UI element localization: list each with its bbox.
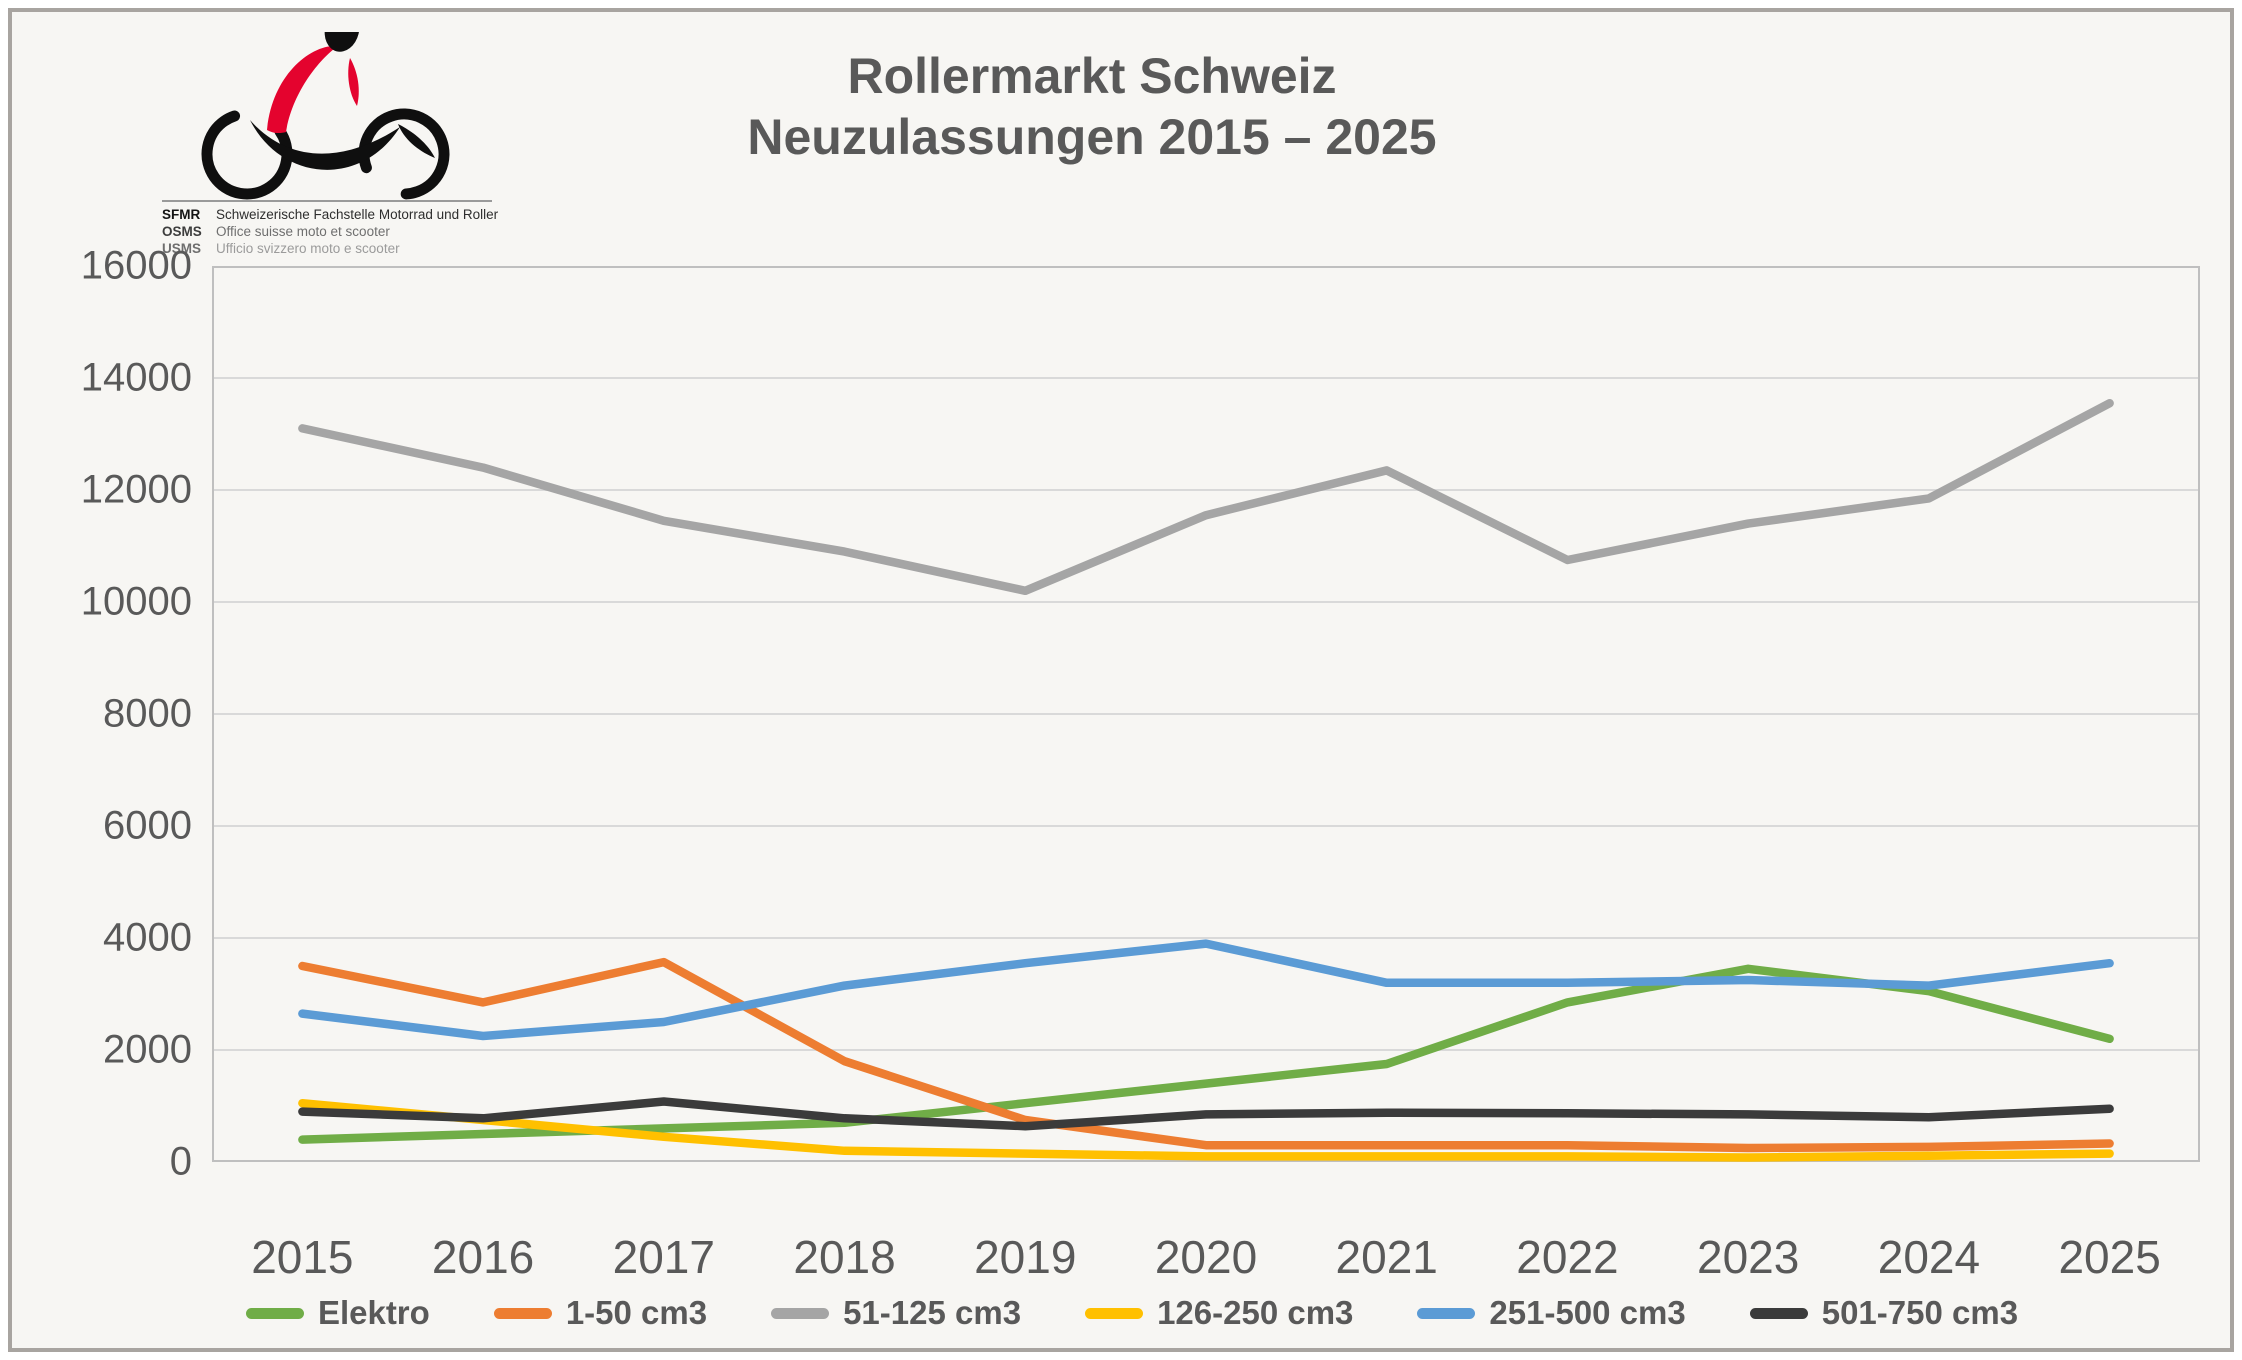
y-axis-tick-label: 6000 — [103, 803, 192, 848]
legend-label: 51-125 cm3 — [843, 1294, 1022, 1331]
legend-label: 501-750 cm3 — [1821, 1294, 2019, 1331]
chart-legend: Elektro 1-50 cm3 51-125 cm3 126-250 cm3 251-… — [52, 1294, 2212, 1332]
chart-title-line1: Rollermarkt Schweiz — [847, 48, 1337, 104]
line-chart — [212, 265, 2200, 1162]
x-axis-labels: 2015 2016 2017 2018 2019 2020 2021 2022 2023 2024… — [212, 1230, 2200, 1290]
logo-desc: Ufficio svizzero moto e scooter — [216, 241, 400, 256]
x-axis-tick-label: 2018 — [793, 1231, 896, 1283]
y-axis-tick-label: 16000 — [80, 243, 192, 288]
logo-abbr: SFMR — [162, 207, 201, 222]
y-axis-tick-label: 4000 — [103, 915, 192, 960]
legend-item: Elektro — [245, 1294, 430, 1332]
legend-label: 126-250 cm3 — [1157, 1294, 1354, 1331]
logo-desc: Schweizerische Fachstelle Motorrad und R… — [216, 207, 499, 222]
legend-label: Elektro — [317, 1294, 430, 1331]
x-axis-tick-label: 2015 — [251, 1231, 354, 1283]
logo-abbr: USMS — [162, 241, 202, 256]
y-axis-tick-label: 10000 — [80, 579, 192, 624]
x-axis-tick-label: 2017 — [612, 1231, 715, 1283]
legend-swatch-icon — [245, 1307, 304, 1319]
logo-text-block: SFMR Schweizerische Fachstelle Motorrad u… — [162, 206, 532, 257]
y-axis-tick-label: 0 — [169, 1139, 192, 1184]
x-axis-tick-label: 2024 — [1877, 1231, 1981, 1283]
legend-swatch-icon — [1749, 1307, 1808, 1319]
x-axis-tick-label: 2025 — [2058, 1231, 2161, 1283]
legend-swatch-icon — [493, 1307, 552, 1319]
legend-item: 501-750 cm3 — [1749, 1294, 2019, 1332]
legend-swatch-icon — [771, 1307, 830, 1319]
legend-item: 51-125 cm3 — [771, 1294, 1021, 1332]
x-axis-tick-label: 2019 — [974, 1231, 1077, 1283]
logo-text-row: USMS Ufficio svizzero moto e scooter — [162, 240, 532, 257]
chart-title-line2: Neuzulassungen 2015 – 2025 — [747, 109, 1437, 165]
logo-abbr: OSMS — [162, 224, 202, 239]
legend-item: 1-50 cm3 — [493, 1294, 708, 1332]
legend-label: 251-500 cm3 — [1489, 1294, 1686, 1331]
legend-item: 126-250 cm3 — [1085, 1294, 1353, 1332]
legend-swatch-icon — [1417, 1307, 1476, 1319]
legend-swatch-icon — [1085, 1307, 1144, 1319]
series-line-126-250-cm3 — [298, 1098, 2114, 1162]
outer-frame: SFMR Schweizerische Fachstelle Motorrad u… — [8, 8, 2234, 1352]
chart-title: Rollermarkt Schweiz Neuzulassungen 2015 … — [12, 46, 2172, 168]
y-axis-tick-label: 2000 — [103, 1027, 192, 1072]
logo-desc: Office suisse moto et scooter — [216, 224, 390, 239]
scooter-rider-logo-icon — [201, 32, 450, 200]
x-axis-tick-label: 2021 — [1335, 1231, 1438, 1283]
y-axis-tick-label: 14000 — [80, 355, 192, 400]
x-axis-tick-label: 2016 — [431, 1231, 535, 1283]
legend-item: 251-500 cm3 — [1417, 1294, 1686, 1332]
y-axis-labels: 0 2000 4000 6000 8000 10000 12000 14000 16000 — [32, 244, 192, 1184]
legend-label: 1-50 cm3 — [565, 1294, 708, 1331]
x-axis-tick-label: 2022 — [1516, 1231, 1619, 1283]
y-axis-tick-label: 12000 — [80, 467, 192, 512]
logo-text-row: SFMR Schweizerische Fachstelle Motorrad u… — [162, 206, 532, 223]
series-line-501-750-cm3 — [298, 1097, 2114, 1131]
plot-border — [212, 266, 2200, 1162]
series-line-51-125-cm3 — [298, 398, 2114, 596]
y-axis-tick-label: 8000 — [103, 691, 192, 736]
sfmr-logo: SFMR Schweizerische Fachstelle Motorrad u… — [152, 26, 532, 256]
series-line-251-500-cm3 — [298, 939, 2114, 1041]
logo-text-row: OSMS Office suisse moto et scooter — [162, 223, 532, 240]
x-axis-tick-label: 2023 — [1697, 1231, 1800, 1283]
logo-divider — [162, 200, 492, 202]
x-axis-tick-label: 2020 — [1154, 1231, 1258, 1283]
series-line-1-50-cm3 — [298, 957, 2114, 1153]
plot-area — [212, 265, 2200, 1162]
